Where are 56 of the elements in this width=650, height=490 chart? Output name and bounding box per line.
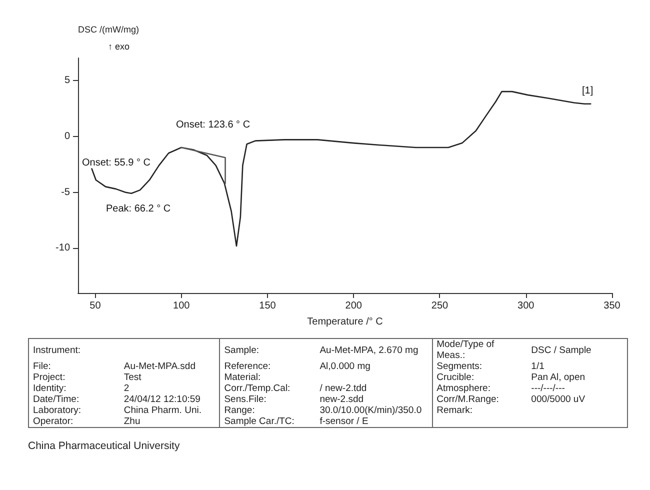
text: China Pharm. Uni. [122, 405, 202, 416]
y-tick-label: -10 [56, 242, 70, 254]
text: Instrument: [32, 344, 82, 358]
text: DSC / Sample [530, 344, 592, 358]
text: Atmosphere: [432, 383, 528, 394]
text: Au-Met-MPA.sdd [122, 361, 196, 372]
text: Pan Al, open [530, 372, 586, 383]
text: Remark: [432, 405, 528, 416]
x-tick-label: 300 [518, 300, 535, 312]
annotation: [1] [582, 86, 594, 96]
y-axis-title: DSC /(mW/mg) [78, 24, 139, 34]
text: Mode/Type of Meas.: [432, 338, 528, 361]
text: 30.0/10.00(K/min)/350.0 [318, 405, 423, 416]
text: 24/04/12 12:10:59 [122, 394, 202, 405]
annotation: Peak: 66.2 ° C [106, 204, 171, 214]
x-tick-label: 50 [90, 300, 102, 312]
x-tick-label: 250 [431, 300, 449, 312]
text: 1/1 [530, 361, 546, 372]
text: Test [122, 372, 142, 383]
x-tick-label: 150 [259, 300, 276, 312]
text: Sample: [220, 338, 316, 361]
text: new-2.sdd [318, 394, 365, 405]
text: Identity: [32, 383, 68, 394]
x-axis-title: Temperature /° C [307, 316, 383, 328]
text: Laboratory: [32, 405, 82, 416]
y-tick-label: -5 [61, 186, 70, 198]
text: Zhu [122, 416, 142, 428]
text: 000/5000 uV [530, 394, 586, 405]
x-tick-label: 350 [604, 300, 621, 312]
text: Corr/M.Range: [432, 394, 528, 405]
x-tick-label: 200 [345, 300, 362, 312]
text: Au-Met-MPA, 2.670 mg [318, 344, 420, 358]
text: ---/---/--- [530, 383, 566, 394]
text: Corr./Temp.Cal: [220, 383, 316, 394]
text: f-sensor / E [318, 416, 370, 428]
text: Reference: [220, 361, 316, 372]
y-tick-label: 5 [64, 74, 70, 86]
text: / new-2.tdd [318, 383, 368, 394]
text: File: [32, 361, 52, 372]
text: 2 [122, 383, 130, 394]
text: Sample Car./TC: [220, 416, 316, 428]
text: Crucible: [432, 372, 528, 383]
x-tick-label: 100 [173, 300, 190, 312]
annotation: Onset: 123.6 ° C [176, 120, 250, 130]
text: Material: [220, 372, 316, 383]
annotation: Onset: 55.9 ° C [82, 158, 150, 168]
y-tick-label: 0 [64, 130, 70, 142]
text: Range: [220, 405, 316, 416]
text: China Pharmaceutical University [28, 440, 181, 452]
text: Segments: [432, 361, 528, 372]
text: Sens.File: [220, 394, 316, 405]
text: Date/Time: [32, 394, 80, 405]
text: Al,0.000 mg [318, 361, 372, 372]
text: ↑ exo [108, 42, 130, 52]
text: Operator: [32, 416, 74, 428]
text: Project: [32, 372, 66, 383]
